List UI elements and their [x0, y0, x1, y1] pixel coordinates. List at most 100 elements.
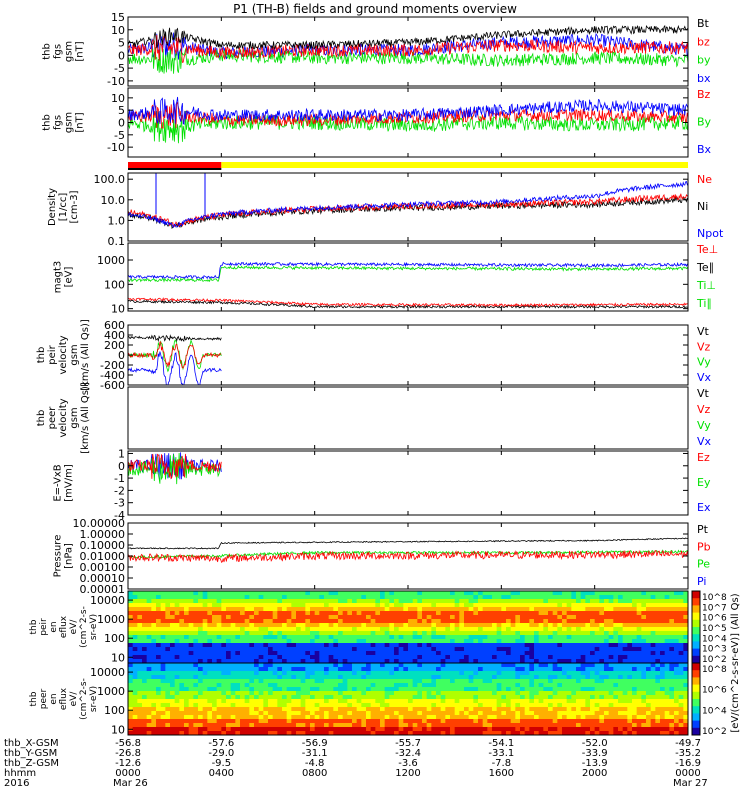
spectrogram-cell: [361, 675, 367, 680]
spectrogram-cell: [655, 611, 661, 616]
spectrogram-cell: [384, 643, 390, 648]
spectrogram-cell: [282, 619, 288, 624]
spectrogram-cell: [468, 671, 474, 676]
spectrogram-cell: [151, 679, 157, 684]
spectrogram-cell: [683, 635, 689, 640]
spectrogram-cell: [282, 727, 288, 732]
spectrogram-cell: [580, 655, 586, 660]
spectrogram-cell: [380, 663, 386, 668]
spectrogram-cell: [608, 619, 614, 624]
spectrogram-cell: [184, 627, 190, 632]
spectrogram-cell: [352, 691, 358, 696]
spectrogram-cell: [566, 691, 572, 696]
spectrogram-cell: [473, 675, 479, 680]
spectrogram-cell: [375, 723, 381, 728]
y-tick-label: 100.0: [94, 173, 126, 186]
spectrogram-cell: [389, 707, 395, 712]
spectrogram-cell: [370, 699, 376, 704]
spectrogram-cell: [352, 627, 358, 632]
spectrogram-cell: [375, 655, 381, 660]
spectrogram-cell: [664, 727, 670, 732]
spectrogram-cell: [235, 635, 241, 640]
spectrogram-cell: [506, 691, 512, 696]
spectrogram-cell: [370, 671, 376, 676]
spectrogram-cell: [478, 687, 484, 692]
spectrogram-cell: [674, 707, 680, 712]
spectrogram-cell: [179, 719, 185, 724]
spectrogram-cell: [347, 687, 353, 692]
spectrogram-cell: [384, 591, 390, 596]
spectrogram-cell: [184, 611, 190, 616]
spectrogram-cell: [464, 631, 470, 636]
spectrogram-cell: [375, 615, 381, 620]
spectrogram-cell: [394, 683, 400, 688]
spectrogram-cell: [571, 651, 577, 656]
spectrogram-cell: [436, 639, 442, 644]
spectrogram-cell: [249, 679, 255, 684]
spectrogram-cell: [576, 599, 582, 604]
spectrogram-cell: [641, 703, 647, 708]
spectrogram-cell: [417, 663, 423, 668]
spectrogram-cell: [212, 667, 218, 672]
spectrogram-cell: [156, 687, 162, 692]
spectrogram-cell: [562, 655, 568, 660]
spectrogram-cell: [324, 611, 330, 616]
spectrogram-cell: [268, 591, 274, 596]
spectrogram-cell: [356, 671, 362, 676]
spectrogram-cell: [254, 611, 260, 616]
spectrogram-cell: [300, 703, 306, 708]
spectrogram-cell: [151, 623, 157, 628]
spectrogram-cell: [137, 667, 143, 672]
spectrogram-cell: [268, 703, 274, 708]
spectrogram-cell: [459, 595, 465, 600]
spectrogram-cell: [674, 683, 680, 688]
spectrogram-cell: [464, 687, 470, 692]
spectrogram-cell: [272, 711, 278, 716]
spectrogram-cell: [398, 675, 404, 680]
spectrogram-cell: [221, 615, 227, 620]
spectrogram-cell: [356, 647, 362, 652]
spectrogram-cell: [370, 703, 376, 708]
spectrogram-cell: [151, 719, 157, 724]
spectrogram-cell: [132, 639, 138, 644]
spectrogram-cell: [352, 603, 358, 608]
spectrogram-cell: [576, 595, 582, 600]
spectrogram-cell: [534, 631, 540, 636]
spectrogram-cell: [361, 603, 367, 608]
spectrogram-cell: [366, 719, 372, 724]
spectrogram-cell: [678, 683, 684, 688]
spectrogram-cell: [226, 671, 232, 676]
spectrogram-cell: [333, 615, 339, 620]
spectrogram-cell: [548, 651, 554, 656]
spectrogram-cell: [170, 635, 176, 640]
spectrogram-cell: [198, 611, 204, 616]
spectrogram-cell: [216, 695, 222, 700]
spectrogram-cell: [254, 683, 260, 688]
spectrogram-cell: [277, 619, 283, 624]
spectrogram-cell: [174, 659, 180, 664]
spectrogram-cell: [328, 615, 334, 620]
spectrogram-cell: [436, 611, 442, 616]
spectrogram-cell: [240, 591, 246, 596]
spectrogram-cell: [380, 631, 386, 636]
spectrogram-cell: [165, 683, 171, 688]
spectrogram-cell: [212, 671, 218, 676]
spectrogram-cell: [132, 695, 138, 700]
spectrogram-cell: [160, 711, 166, 716]
spectrogram-cell: [291, 699, 297, 704]
spectrogram-cell: [622, 599, 628, 604]
spectrogram-cell: [207, 663, 213, 668]
spectrogram-cell: [132, 683, 138, 688]
spectrogram-cell: [370, 639, 376, 644]
spectrogram-cell: [375, 651, 381, 656]
spectrogram-cell: [636, 727, 642, 732]
spectrogram-cell: [333, 671, 339, 676]
spectrogram-cell: [263, 643, 269, 648]
spectrogram-cell: [202, 707, 208, 712]
spectrogram-cell: [296, 715, 302, 720]
spectrogram-cell: [618, 619, 624, 624]
spectrogram-cell: [431, 615, 437, 620]
spectrogram-cell: [347, 723, 353, 728]
spectrogram-cell: [562, 631, 568, 636]
spectrogram-cell: [604, 671, 610, 676]
